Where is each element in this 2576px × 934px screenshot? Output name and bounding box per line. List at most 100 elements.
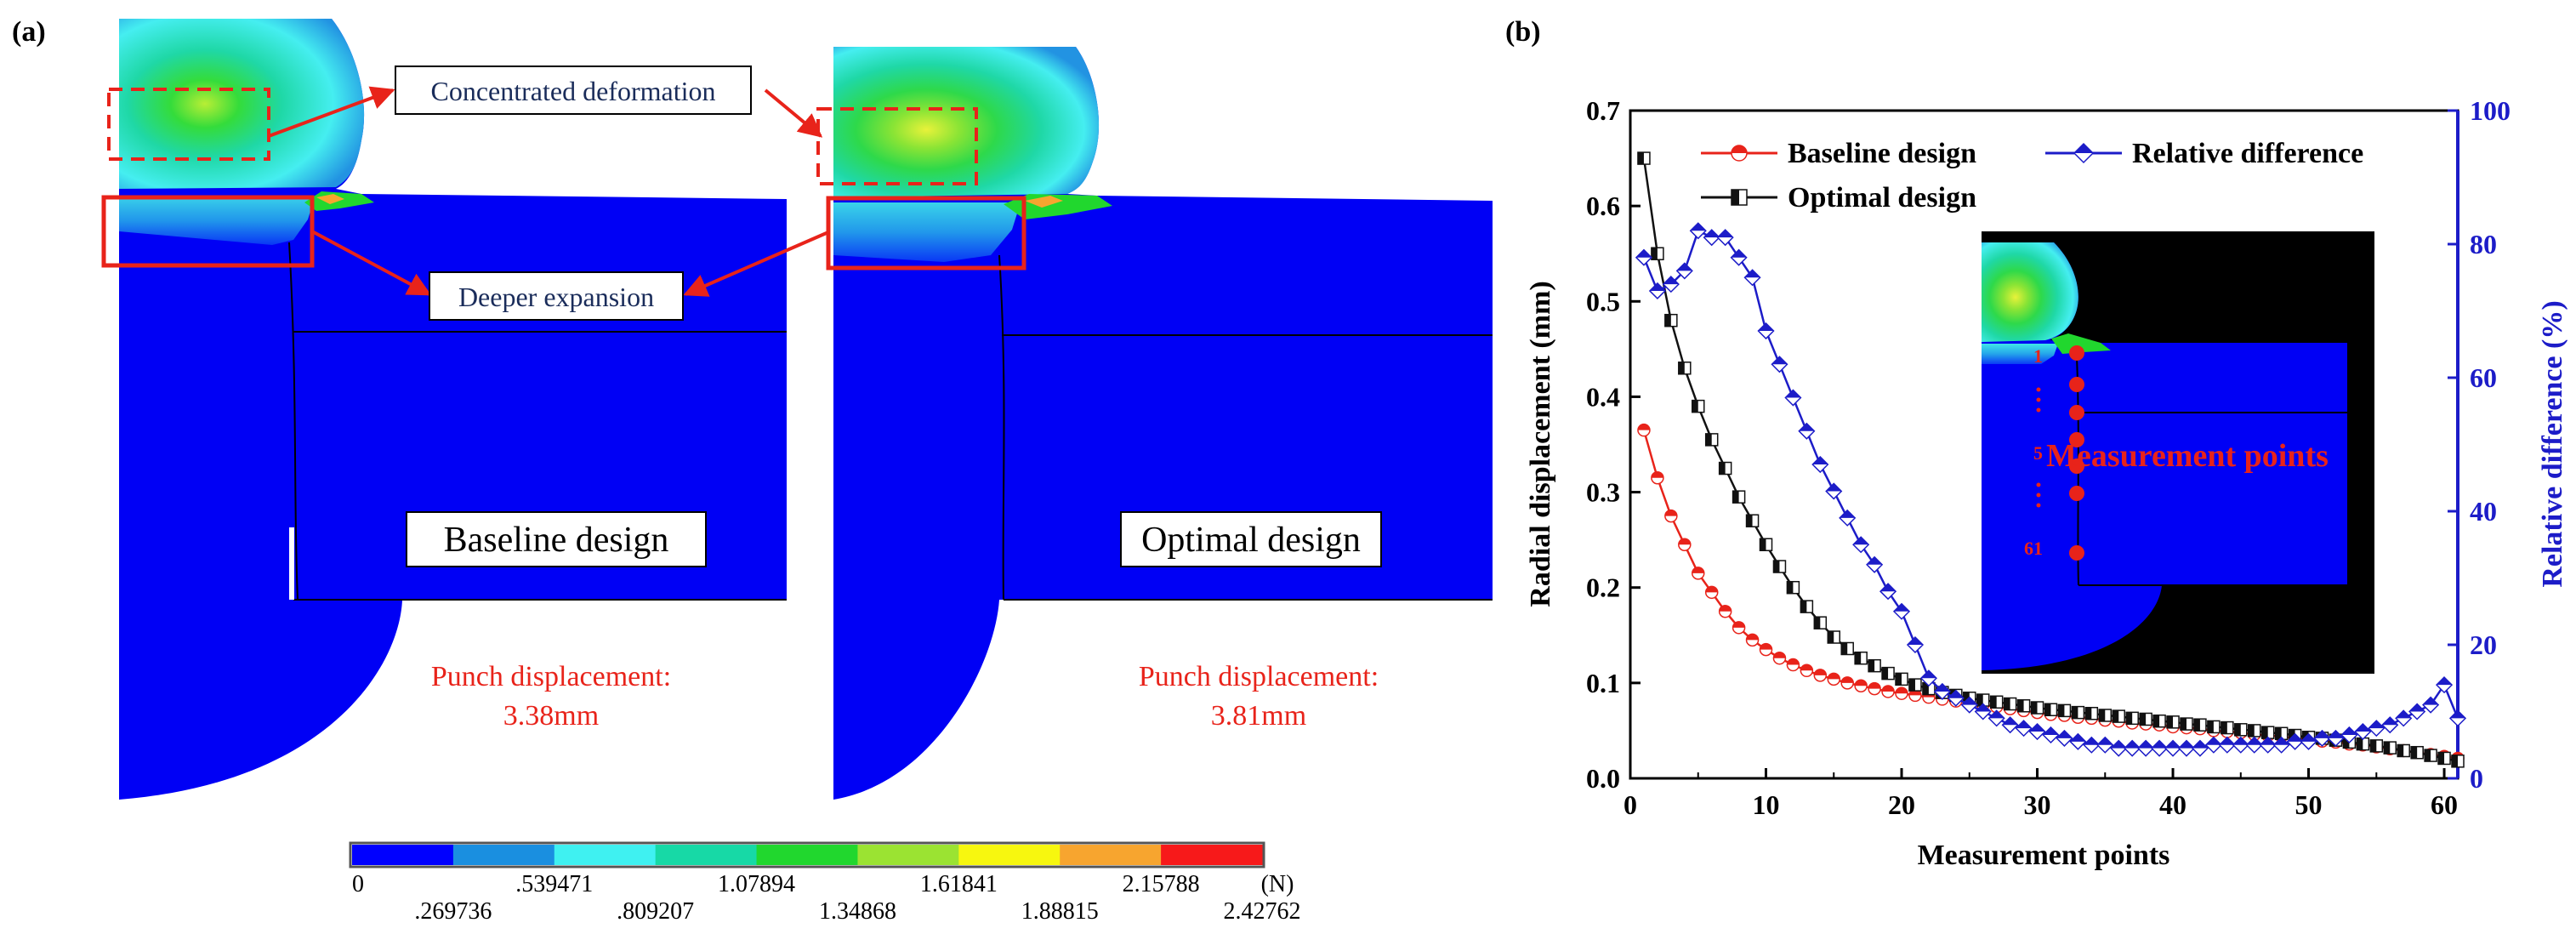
y2-tick-label: 0 (2470, 763, 2483, 794)
data-point-fill (1787, 581, 1794, 594)
data-point-fill (2056, 730, 2073, 738)
data-point-fill (1867, 556, 1883, 565)
data-point-fill (1800, 601, 1807, 613)
data-point-fill (2275, 727, 2282, 740)
data-point-fill (2004, 698, 2010, 710)
data-point-fill (2153, 715, 2160, 727)
colorbar-top-label: (N) (1261, 871, 1294, 897)
panel-a-label: (a) (12, 16, 46, 48)
colorbar-top-label: 0 (352, 871, 364, 897)
data-point-fill (2368, 720, 2385, 729)
data-point-fill (2180, 718, 2186, 731)
data-point-fill (1896, 687, 1908, 694)
data-point-fill (2425, 749, 2431, 762)
data-point-fill (2138, 740, 2154, 749)
data-point-fill (2300, 733, 2317, 742)
y2-tick-label: 100 (2470, 95, 2511, 126)
optimal-title: Optimal design (1141, 521, 1361, 560)
baseline-fe-model (119, 19, 787, 800)
data-point-fill (2165, 740, 2181, 749)
x-tick-label: 20 (1888, 789, 1915, 820)
legend-entry: Baseline design (1701, 138, 1976, 169)
colorbar-bottom-label: .269736 (414, 898, 492, 925)
data-point-fill (2097, 737, 2113, 745)
colorbar-segment (352, 845, 454, 865)
data-point-fill (2287, 733, 2303, 742)
data-point-fill (1976, 694, 1983, 707)
baseline-punch-value: 3.38mm (503, 700, 599, 732)
data-point-fill (2124, 740, 2141, 749)
data-point-fill (1637, 424, 1650, 430)
data-point-fill (1690, 223, 1706, 231)
y-tick-label: 0.0 (1586, 763, 1620, 794)
data-point-fill (2409, 703, 2425, 712)
data-point-fill (2423, 697, 2439, 705)
data-point-fill (2178, 740, 2194, 749)
data-point-fill (1841, 642, 1848, 655)
colorbar-bottom-label: 2.42762 (1224, 898, 1301, 925)
colorbar-top-label: 1.07894 (718, 871, 795, 897)
data-point-fill (1760, 643, 1772, 650)
data-point-fill (2192, 740, 2208, 749)
data-point-fill (1988, 710, 2005, 719)
concentrated-callout-text: Concentrated deformation (431, 76, 716, 106)
data-point-fill (2384, 742, 2391, 755)
callout-arrows (268, 86, 829, 297)
colorbar-top-label: 1.61841 (920, 871, 998, 897)
y2-tick-label: 20 (2470, 629, 2497, 660)
inset-point-label-1: 1 (2033, 345, 2043, 367)
deeper-callout-text: Deeper expansion (458, 282, 654, 312)
optimal-fe-model (833, 47, 1493, 800)
data-point-fill (2411, 746, 2418, 759)
data-point-fill (1719, 462, 1726, 475)
data-point-fill (1990, 696, 1997, 709)
y-tick-label: 0.4 (1586, 381, 1620, 412)
y-tick-label: 0.1 (1586, 668, 1620, 698)
data-point-fill (2219, 737, 2235, 745)
inset-ellipsis-dots (2036, 387, 2041, 508)
data-point-fill (2152, 740, 2168, 749)
y-tick-label: 0.2 (1586, 572, 1620, 603)
colorbar-segment (655, 845, 758, 865)
legend-marker-fill (1732, 190, 1739, 205)
x-tick-label: 10 (1753, 789, 1780, 820)
colorbar-bottom-labels: .269736 .809207 1.34868 1.88815 2.42762 (414, 898, 1300, 925)
data-point-fill (1855, 652, 1862, 664)
data-point-fill (1678, 362, 1685, 374)
deeper-callout-box (429, 271, 684, 321)
data-point-fill (2140, 713, 2147, 726)
chart-legend: Baseline design Relative difference Optima… (1701, 138, 2363, 214)
data-point-fill (1785, 390, 1801, 398)
baseline-dashed-box (107, 88, 270, 161)
inset-point-marker (2069, 432, 2084, 447)
data-point-fill (2031, 702, 2038, 715)
data-point-fill (1651, 248, 1658, 260)
data-point-fill (1649, 282, 1665, 291)
data-point-fill (2396, 710, 2412, 719)
data-point-fill (2343, 736, 2350, 749)
colorbar-segment (1161, 845, 1263, 865)
data-point-fill (1732, 491, 1739, 504)
data-point-fill (1920, 670, 1936, 679)
data-point-fill (1868, 682, 1881, 689)
colorbar-top-label: 2.15788 (1123, 871, 1200, 897)
data-point-fill (1841, 676, 1854, 683)
inset-point-marker (2069, 486, 2084, 501)
data-point-fill (1812, 457, 1828, 465)
data-point-fill (2111, 740, 2127, 749)
chart-ticks: 0 10 20 30 40 50 60 0.0 0.1 0.2 0.3 0.4 0.5 0.6 0.7 0 20… (1586, 95, 2511, 820)
data-point-fill (1853, 537, 1869, 545)
x-axis-label: Measurement points (1918, 840, 2170, 871)
data-point-fill (2058, 704, 2065, 717)
data-point-fill (1758, 323, 1774, 332)
data-point-fill (1773, 561, 1780, 573)
inset-point-marker (2069, 405, 2084, 420)
data-point-fill (1664, 510, 1677, 516)
inset-point-label-5: 5 (2033, 442, 2043, 464)
data-point-fill (2002, 717, 2018, 726)
data-point-fill (2044, 703, 2051, 716)
data-point-fill (2261, 726, 2268, 739)
data-point-fill (1771, 356, 1788, 365)
series-relative-difference (1635, 222, 2467, 757)
